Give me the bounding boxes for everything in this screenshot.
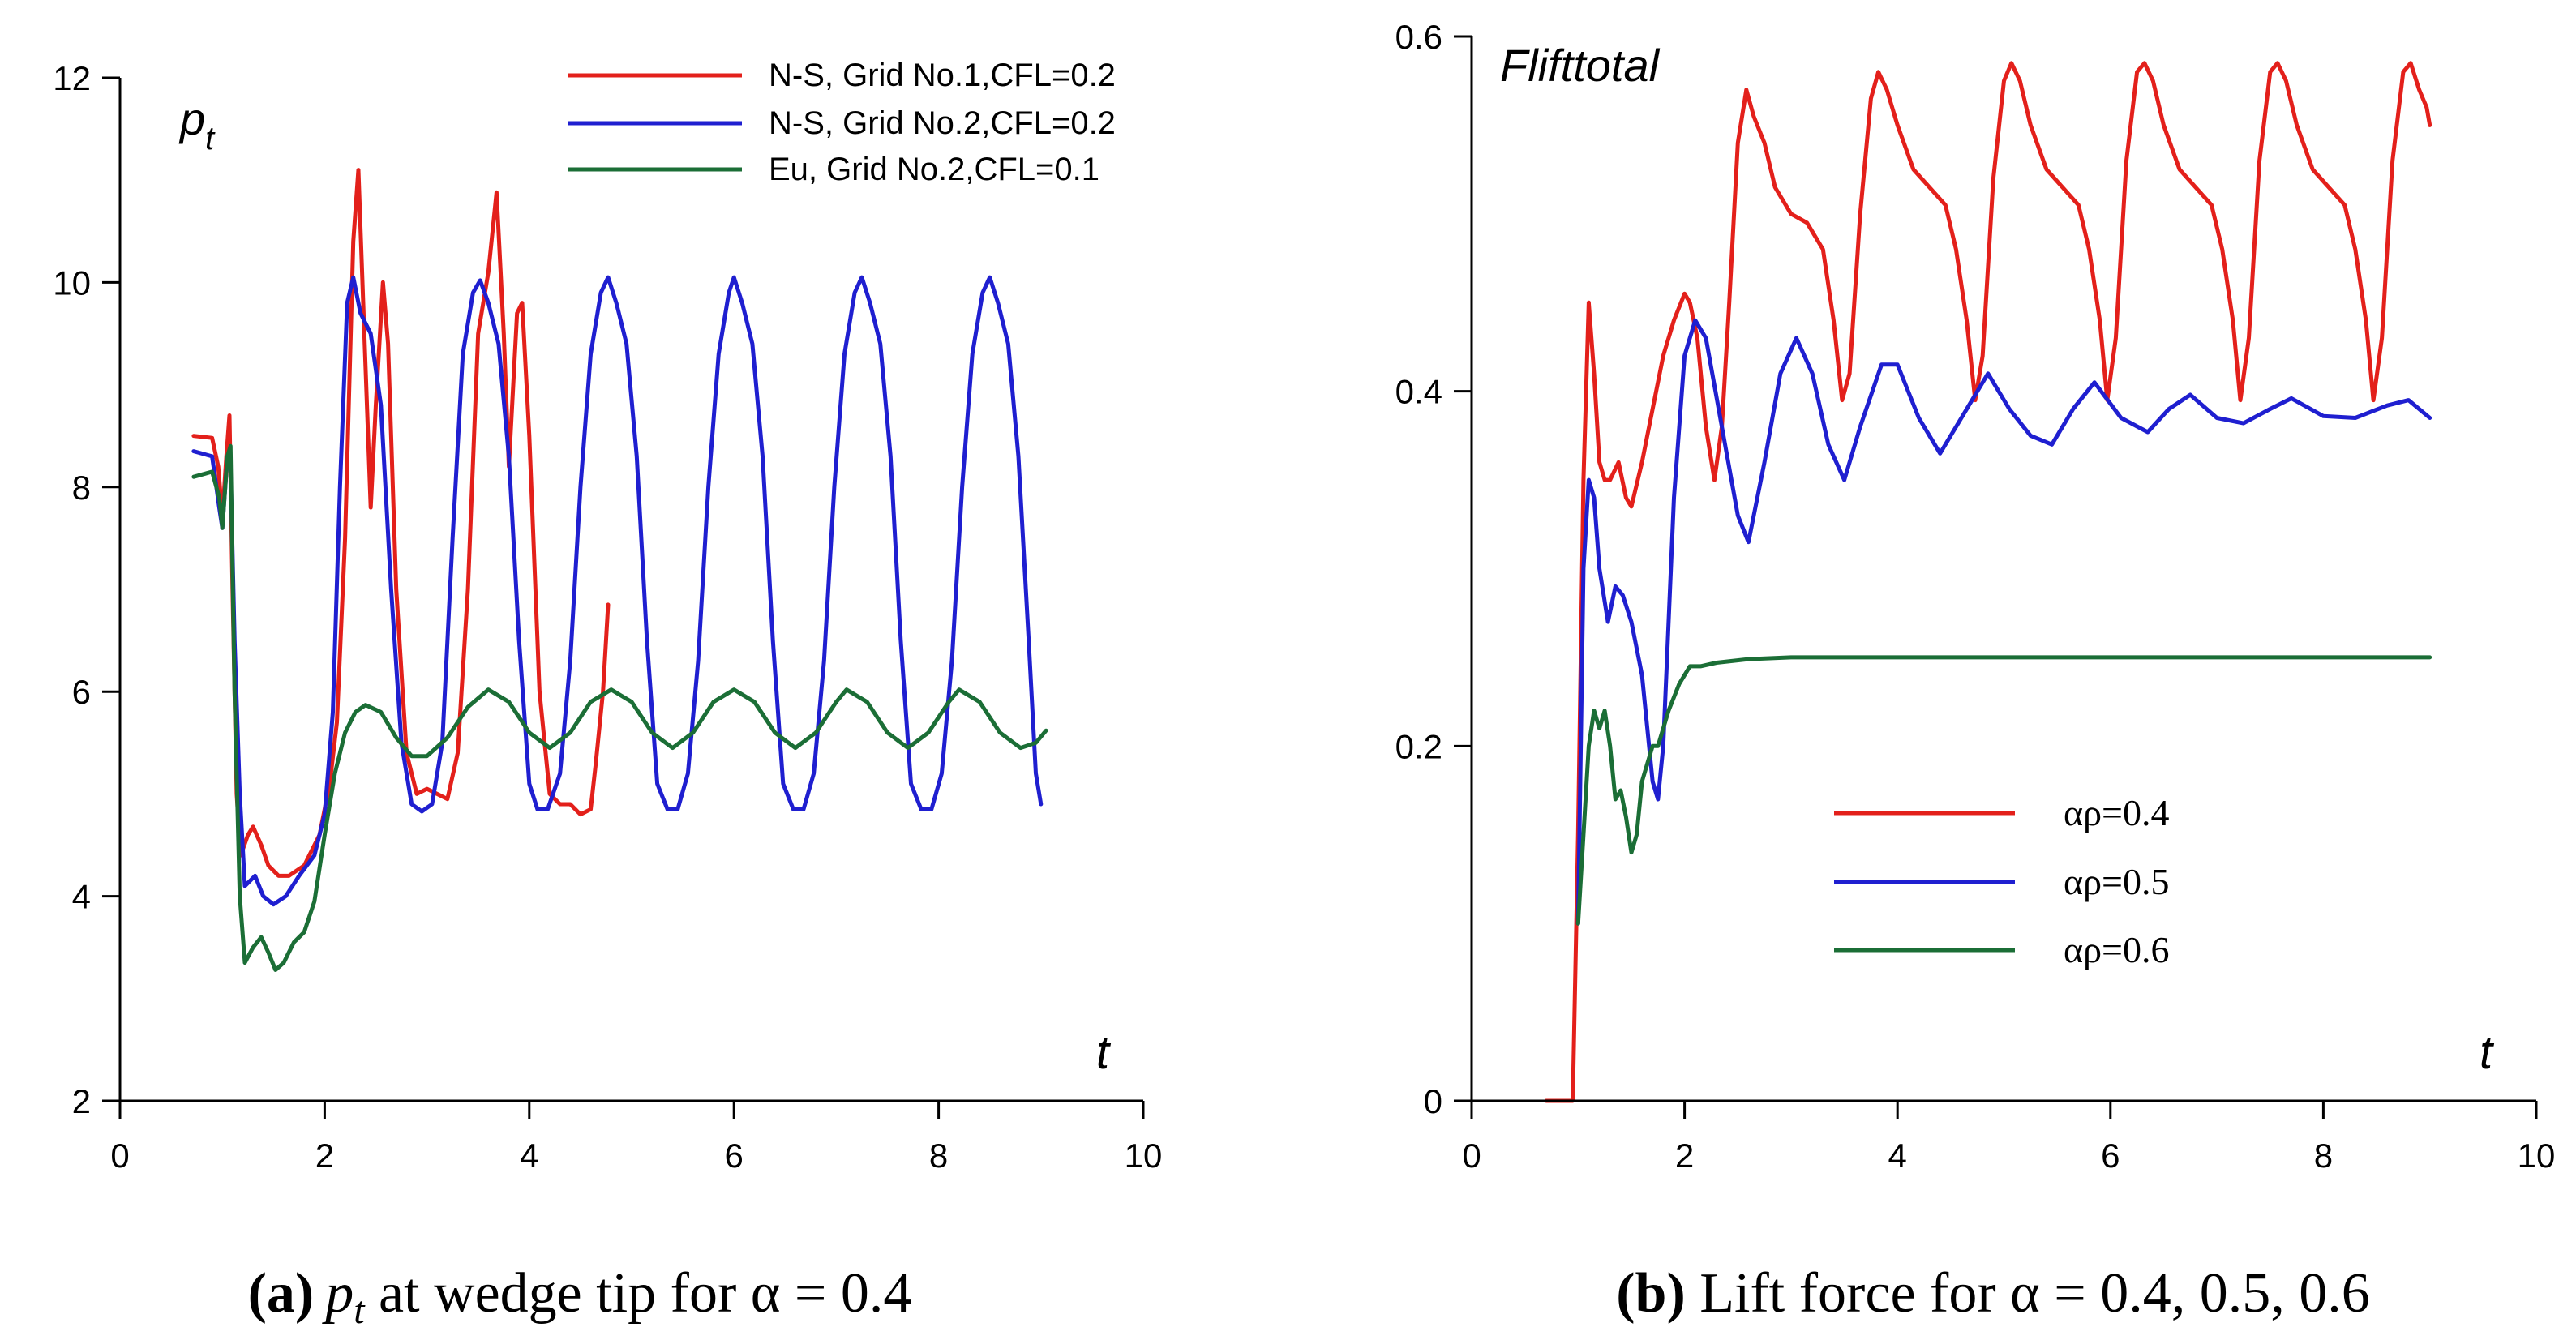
series-line-b-2	[1575, 655, 2432, 926]
legend-label-a-2: Eu, Grid No.2,CFL=0.1	[769, 152, 1099, 187]
x-tick-label-a-4: 8	[929, 1137, 948, 1175]
x-tick-label-b-4: 8	[2314, 1137, 2333, 1175]
x-tick-label-b-3: 6	[2101, 1137, 2120, 1175]
panel-b-x-label: t	[2480, 1026, 2495, 1079]
legend-label-a-1: N-S, Grid No.2,CFL=0.2	[769, 105, 1116, 141]
x-tick-label-a-1: 2	[315, 1137, 334, 1175]
y-tick-label-b-2: 0.4	[1395, 373, 1442, 411]
y-tick-label-a-4: 10	[53, 263, 91, 302]
x-tick-label-a-5: 10	[1125, 1137, 1163, 1175]
series-line-a-0	[191, 168, 611, 878]
y-tick-label-a-0: 2	[72, 1082, 91, 1120]
panel-a-x-label: t	[1096, 1026, 1112, 1079]
legend-label-b-1: αρ=0.5	[2064, 861, 2170, 902]
y-tick-label-b-1: 0.2	[1395, 727, 1442, 765]
y-tick-label-a-5: 12	[53, 59, 91, 97]
series-line-b-0	[1544, 61, 2432, 1103]
legend-label-b-2: αρ=0.6	[2064, 929, 2170, 970]
panel-a-caption: (a) pt at wedge tip for α = 0.4	[248, 1262, 912, 1332]
panel-b-legend: αρ=0.4 αρ=0.5 αρ=0.6	[1834, 792, 2170, 970]
x-tick-label-a-3: 6	[725, 1137, 744, 1175]
x-tick-label-a-0: 0	[110, 1137, 129, 1175]
x-tick-label-b-0: 0	[1462, 1137, 1481, 1175]
panel-b-series-group	[1544, 61, 2432, 1103]
panel-a-y-label: pt	[178, 93, 216, 156]
panel-b-lift-chart: 0 2 4 6 8 10 0 0.2 0.4 0.6 Flifttotal t αρ=0.4 αρ…	[1395, 18, 2556, 1325]
panel-a-series-group	[191, 168, 1048, 972]
y-tick-label-a-3: 8	[72, 469, 91, 507]
series-line-b-1	[1575, 318, 2432, 926]
panel-a-legend: N-S, Grid No.1,CFL=0.2 N-S, Grid No.2,CF…	[568, 58, 1116, 187]
panel-b-caption: (b) Lift force for α = 0.4, 0.5, 0.6	[1616, 1262, 2370, 1325]
panel-b-ticks: 0 2 4 6 8 10 0 0.2 0.4 0.6	[1395, 18, 2556, 1175]
x-tick-label-b-2: 4	[1888, 1137, 1907, 1175]
y-tick-label-a-1: 4	[72, 878, 91, 916]
x-tick-label-a-2: 4	[520, 1137, 538, 1175]
y-tick-label-b-0: 0	[1424, 1082, 1442, 1120]
series-line-a-1	[191, 275, 1044, 907]
y-tick-label-a-2: 6	[72, 673, 91, 711]
y-tick-label-b-3: 0.6	[1395, 18, 1442, 56]
legend-label-a-0: N-S, Grid No.1,CFL=0.2	[769, 58, 1116, 93]
x-tick-label-b-1: 2	[1675, 1137, 1694, 1175]
series-line-a-2	[191, 443, 1048, 972]
x-tick-label-b-5: 10	[2518, 1137, 2556, 1175]
panel-b-y-label: Flifttotal	[1500, 40, 1661, 91]
legend-label-b-0: αρ=0.4	[2064, 792, 2170, 833]
